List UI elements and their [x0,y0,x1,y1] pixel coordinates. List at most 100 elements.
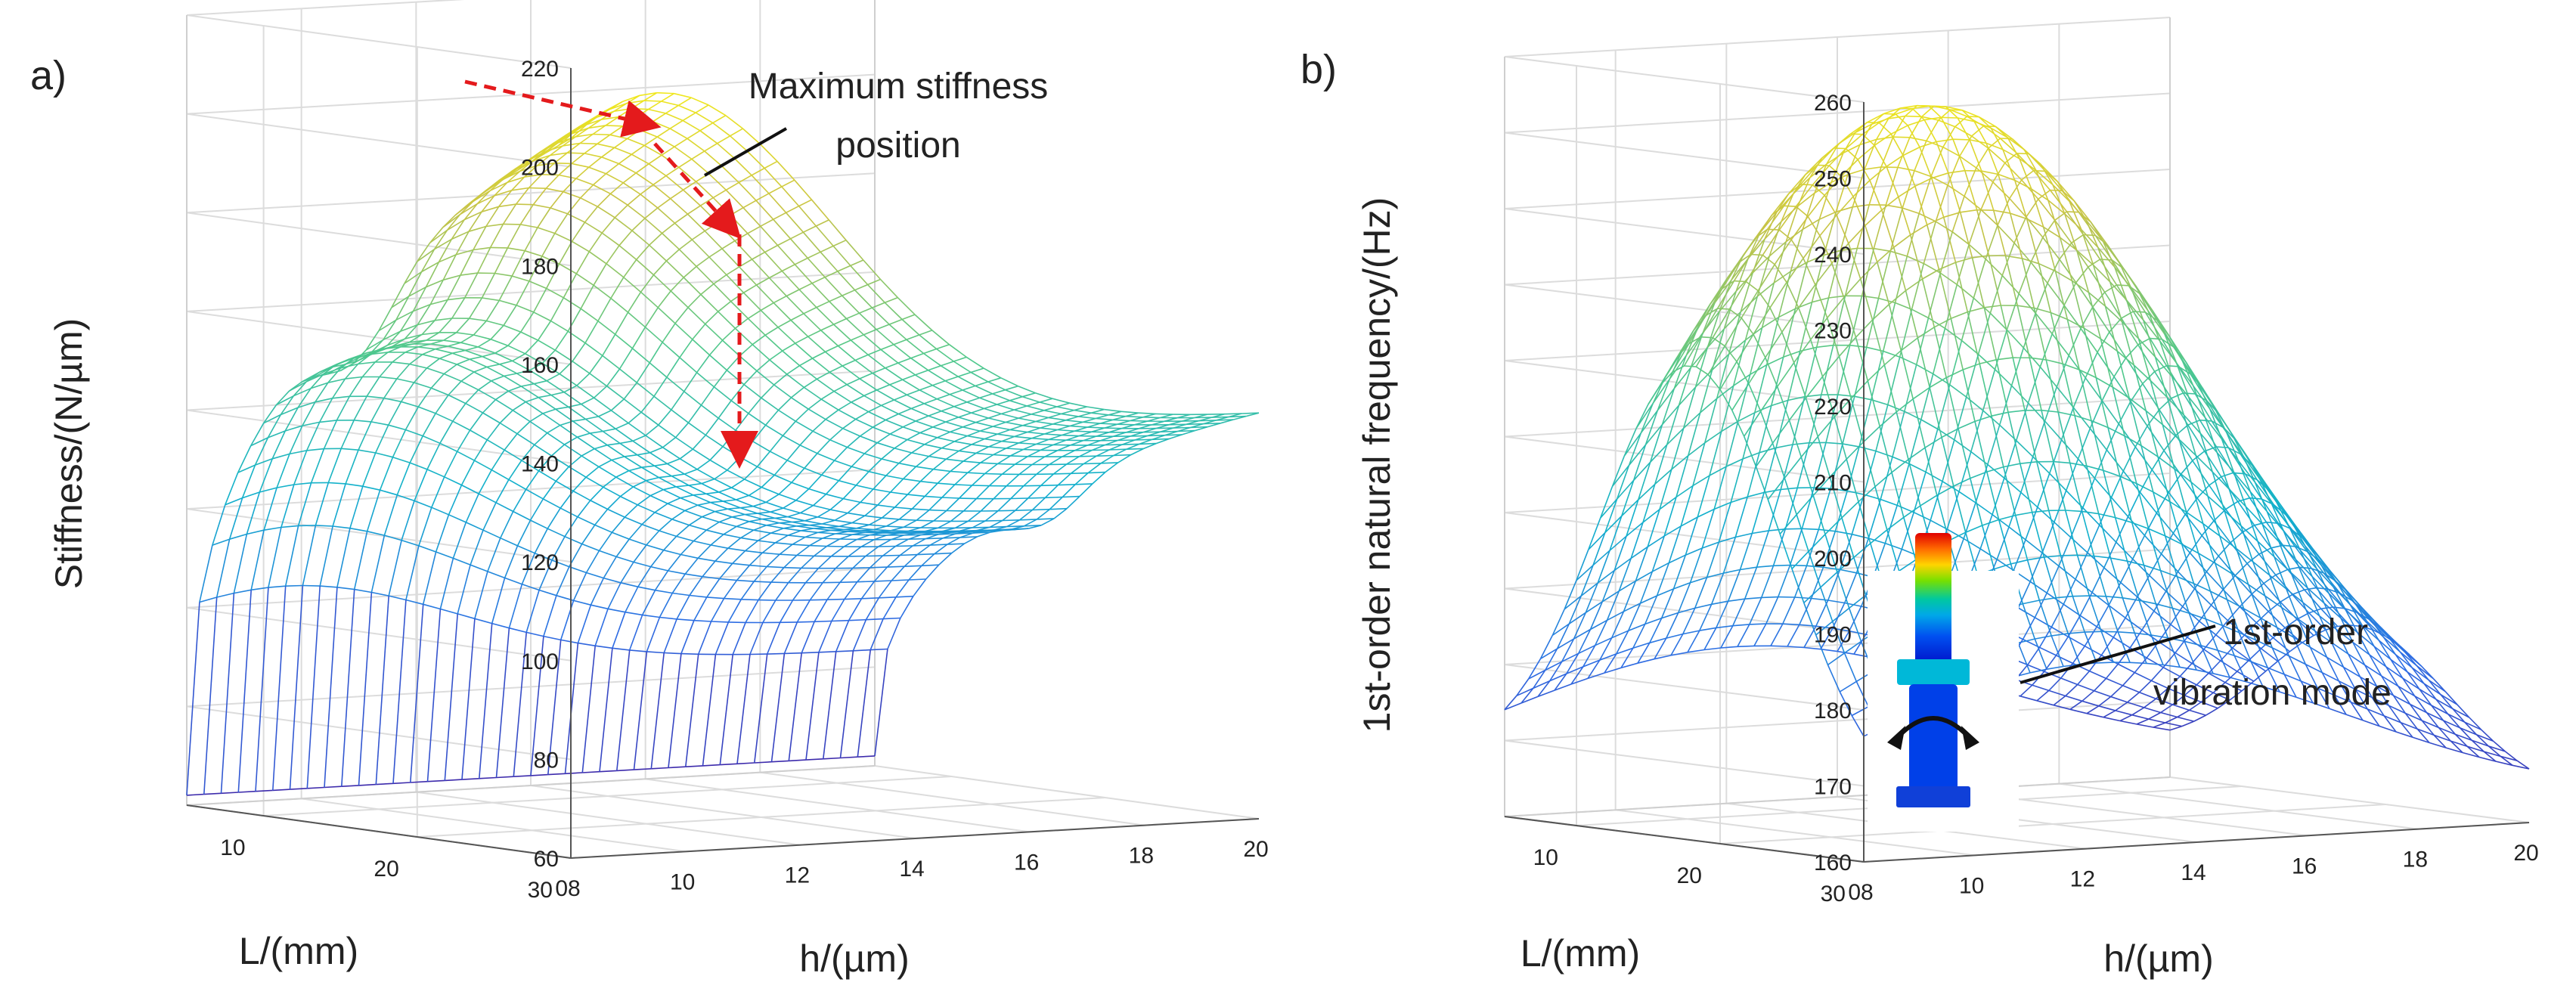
mesh-segment [2022,617,2036,640]
mesh-segment [498,190,513,207]
mesh-segment [693,493,706,496]
mesh-segment [499,410,513,424]
mesh-segment [643,144,662,156]
mesh-segment [1118,454,1132,463]
mesh-segment [2304,545,2318,569]
mesh-segment [1919,141,1937,148]
mesh-segment [1930,481,1943,521]
mesh-segment [1035,417,1049,423]
mesh-segment [654,465,672,477]
mesh-segment [1617,479,1635,500]
mesh-segment [685,654,699,767]
mesh-segment [498,171,512,181]
mesh-segment [2160,569,2178,578]
mesh-segment [829,301,848,320]
mesh-segment [1942,146,1961,157]
mesh-segment [2042,237,2060,260]
mesh-segment [640,184,654,195]
mesh-segment [747,309,761,319]
mesh-segment [1113,454,1131,457]
mesh-segment [748,397,762,414]
mesh-segment [509,627,527,634]
mesh-segment [2010,559,2028,565]
mesh-segment [250,423,265,446]
mesh-segment [1091,444,1105,451]
mesh-segment [2156,698,2173,705]
mesh-segment [823,651,837,759]
mesh-segment [740,537,758,541]
mesh-segment [2254,482,2268,512]
mesh-segment [2119,476,2137,485]
mesh-segment [1736,333,1754,362]
mesh-segment [447,218,465,231]
mesh-segment [379,457,394,491]
mesh-segment [2138,680,2152,693]
mesh-segment [971,444,989,448]
mesh-segment [1827,665,1841,693]
mesh-segment [1983,126,2001,139]
mesh-segment [2060,677,2078,686]
mesh-segment [916,544,931,556]
mesh-segment [718,417,736,431]
mesh-segment [2345,714,2364,721]
mesh-segment [541,163,555,175]
mesh-segment [1195,426,1208,432]
mesh-segment [1139,424,1152,429]
mesh-segment [2004,153,2018,164]
mesh-segment [2052,184,2070,202]
mesh-segment [2101,400,2119,425]
mesh-segment [2075,282,2094,308]
mesh-segment [349,485,364,528]
mesh-segment [764,327,779,336]
mesh-segment [640,395,655,413]
mesh-segment [1022,392,1036,398]
mesh-segment [2196,669,2214,674]
mesh-segment [1061,409,1074,415]
mesh-segment [783,528,801,531]
mesh-segment [2292,589,2305,596]
mesh-segment [2148,718,2165,724]
mesh-segment [302,401,316,426]
mesh-segment [1245,412,1260,417]
mesh-segment [848,598,863,621]
mesh-segment [2254,525,2272,549]
mesh-segment [916,531,930,534]
mesh-segment [2382,637,2396,655]
mesh-segment [846,312,860,320]
mesh-segment [817,509,831,518]
mesh-segment [847,446,865,454]
mesh-segment [1775,400,1789,448]
mesh-segment [1747,452,1760,497]
mesh-segment [1702,541,1719,549]
mesh-segment [1835,206,1853,213]
mesh-segment [593,173,607,186]
mesh-segment [367,531,385,536]
mesh-segment [414,469,428,501]
mesh-segment [354,420,371,423]
mesh-segment [972,530,986,534]
mesh-segment [898,452,913,464]
mesh-segment [795,342,814,359]
mesh-segment [665,113,684,122]
mesh-segment [721,240,736,249]
mesh-segment [2203,634,2217,650]
mesh-segment [1576,565,1594,581]
mesh-segment [2172,704,2190,711]
mesh-segment [622,172,637,184]
mesh-segment [736,521,750,528]
mesh-segment [809,538,823,547]
mesh-segment [950,426,963,433]
mesh-segment [764,167,783,187]
mesh-segment [1609,535,1627,551]
mesh-segment [1018,385,1036,394]
mesh-segment [339,363,354,372]
mesh-segment [688,485,707,494]
mesh-segment [945,421,963,428]
mesh-segment [1985,142,2004,150]
box-edge [186,765,876,806]
mesh-segment [736,654,751,764]
mesh-segment [2165,722,2182,727]
mesh-segment [895,545,913,547]
mesh-segment [2103,567,2122,584]
mesh-segment [2475,734,2489,747]
